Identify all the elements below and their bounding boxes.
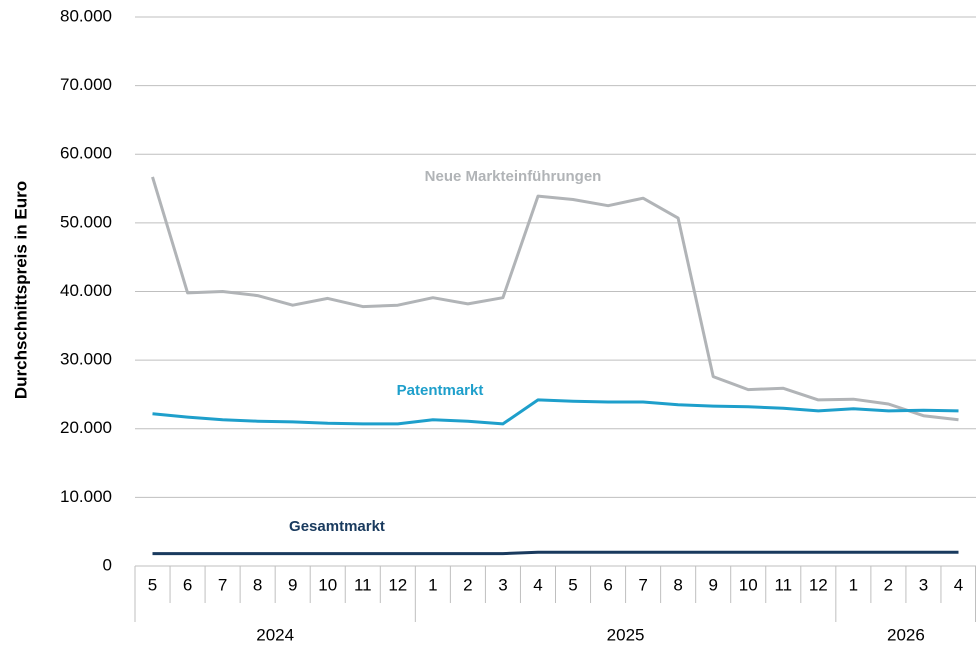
- x-tick-label: 2: [463, 575, 472, 594]
- x-tick-label: 5: [148, 575, 157, 594]
- x-tick-label: 12: [809, 575, 828, 594]
- group-label: 2025: [607, 625, 645, 644]
- y-tick-label: 60.000: [60, 144, 112, 163]
- x-tick-label: 12: [388, 575, 407, 594]
- x-tick-label: 9: [288, 575, 297, 594]
- x-tick-label: 10: [739, 575, 758, 594]
- group-label: 2024: [256, 625, 294, 644]
- y-tick-label: 0: [103, 555, 112, 574]
- x-tick-label: 11: [354, 575, 372, 594]
- group-label: 2026: [887, 625, 925, 644]
- x-tick-label: 6: [603, 575, 612, 594]
- x-tick-label: 9: [708, 575, 717, 594]
- y-axis-title: Durchschnittspreis in Euro: [11, 181, 30, 399]
- x-tick-label: 3: [498, 575, 507, 594]
- x-tick-label: 5: [568, 575, 577, 594]
- x-tick-label: 10: [318, 575, 337, 594]
- x-tick-label: 4: [533, 575, 542, 594]
- y-tick-label: 20.000: [60, 418, 112, 437]
- y-tick-label: 40.000: [60, 281, 112, 300]
- x-tick-label: 11: [774, 575, 792, 594]
- y-tick-label: 30.000: [60, 350, 112, 369]
- x-tick-label: 7: [638, 575, 647, 594]
- x-tick-label: 1: [849, 575, 858, 594]
- x-tick-label: 6: [183, 575, 192, 594]
- x-tick-label: 8: [673, 575, 682, 594]
- y-tick-label: 50.000: [60, 212, 112, 231]
- series-line: [152, 398, 959, 426]
- y-tick-label: 10.000: [60, 487, 112, 506]
- x-tick-label: 4: [954, 575, 963, 594]
- series-line: [152, 550, 959, 556]
- x-tick-label: 7: [218, 575, 227, 594]
- series-label: Patentmarkt: [397, 382, 484, 399]
- series-line: [151, 176, 959, 422]
- series-label: Neue Markteinführungen: [425, 168, 602, 185]
- x-tick-label: 3: [919, 575, 928, 594]
- x-tick-label: 1: [428, 575, 437, 594]
- x-tick-label: 8: [253, 575, 262, 594]
- series-label: Gesamtmarkt: [289, 518, 385, 535]
- y-tick-label: 80.000: [60, 6, 112, 25]
- x-tick-label: 2: [884, 575, 893, 594]
- y-tick-label: 70.000: [60, 75, 112, 94]
